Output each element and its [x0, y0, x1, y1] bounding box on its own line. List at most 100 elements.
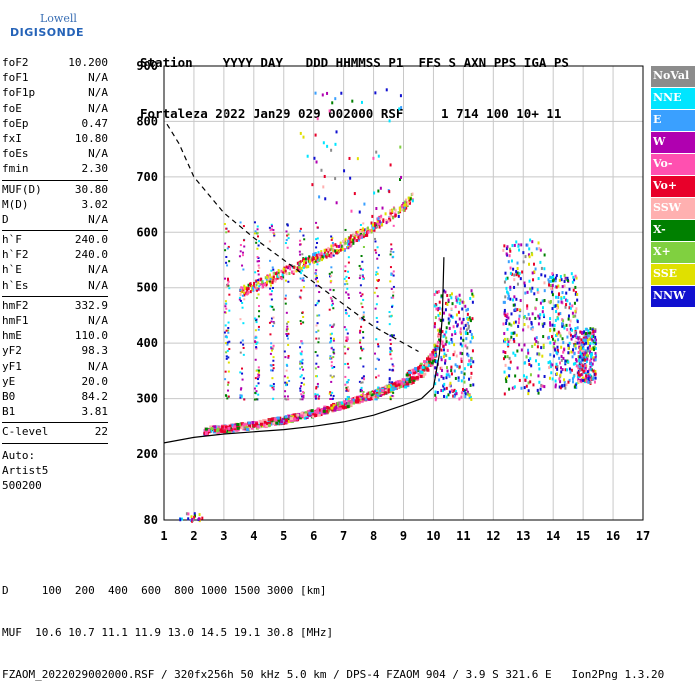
echo-point — [433, 304, 436, 308]
echo-point — [239, 388, 242, 391]
echo-point — [344, 309, 347, 312]
param-name: M(D) — [2, 197, 29, 211]
echo-point — [315, 324, 318, 327]
echo-point — [239, 396, 242, 399]
echo-point — [582, 378, 585, 382]
echo-point — [330, 361, 333, 364]
echo-point — [406, 202, 409, 206]
echo-point — [227, 331, 230, 334]
echo-point — [344, 228, 347, 231]
echo-point — [329, 374, 332, 377]
param-row: h`Es N/A — [2, 279, 108, 294]
echo-point — [584, 363, 587, 367]
echo-point — [346, 282, 349, 285]
x-tick-label: 7 — [340, 529, 347, 543]
echo-point — [442, 389, 445, 393]
echo-point — [261, 285, 264, 289]
echo-point — [502, 350, 505, 354]
echo-point — [571, 311, 574, 315]
echo-point — [302, 391, 305, 394]
echo-point — [468, 396, 471, 400]
echo-point — [299, 389, 302, 392]
echo-point — [257, 293, 260, 296]
echo-point — [270, 342, 273, 345]
echo-point — [390, 248, 393, 251]
echo-point — [410, 376, 414, 380]
echo-point — [269, 305, 272, 308]
echo-point — [389, 342, 392, 345]
echo-point — [358, 210, 361, 214]
echo-point — [528, 255, 531, 259]
echo-point — [587, 329, 590, 333]
echo-point — [589, 380, 592, 384]
echo-point — [316, 241, 319, 244]
echo-point — [448, 383, 451, 387]
echo-point — [526, 290, 529, 294]
echo-point — [403, 205, 406, 209]
echo-point — [311, 260, 314, 264]
echo-point — [589, 351, 592, 355]
echo-point — [531, 312, 534, 316]
echo-point — [523, 315, 526, 319]
echo-point — [374, 352, 377, 355]
echo-point — [568, 323, 571, 327]
echo-point — [518, 271, 521, 275]
echo-point — [343, 249, 346, 252]
echo-point — [396, 385, 400, 389]
echo-point — [224, 335, 227, 338]
echo-point — [438, 317, 441, 321]
echo-point — [361, 381, 364, 384]
echo-point — [316, 117, 319, 121]
echo-point — [389, 211, 392, 215]
echo-point — [579, 373, 582, 377]
echo-point — [512, 351, 515, 355]
echo-point — [367, 230, 370, 234]
param-value: 2.30 — [81, 162, 109, 176]
echo-point — [594, 347, 597, 351]
echo-point — [373, 390, 376, 393]
echo-point — [272, 383, 275, 386]
echo-point — [256, 341, 259, 344]
echo-point — [334, 177, 337, 181]
echo-point — [285, 328, 288, 331]
echo-point — [276, 274, 279, 278]
echo-point — [257, 244, 260, 247]
echo-point — [239, 292, 242, 296]
echo-point — [585, 338, 588, 342]
echo-point — [466, 312, 469, 316]
echo-point — [537, 374, 540, 378]
echo-point — [275, 421, 279, 425]
echo-point — [568, 378, 571, 382]
echo-point — [239, 351, 242, 354]
echo-point — [377, 391, 381, 395]
echo-point — [450, 365, 453, 369]
echo-point — [390, 287, 393, 290]
echo-point — [223, 223, 226, 226]
echo-point — [315, 284, 318, 287]
echo-point — [246, 289, 249, 293]
echo-point — [224, 370, 227, 373]
echo-point — [560, 366, 563, 370]
echo-point — [585, 359, 588, 363]
echo-point — [550, 276, 553, 280]
echo-point — [569, 333, 572, 337]
echo-point — [349, 234, 352, 238]
echo-point — [242, 251, 245, 254]
echo-point — [274, 272, 277, 276]
echo-point — [378, 387, 382, 391]
echo-point — [334, 249, 337, 253]
echo-point — [552, 273, 555, 277]
echo-point — [302, 265, 305, 269]
echo-point — [332, 243, 335, 247]
echo-point — [434, 348, 437, 352]
echo-point — [238, 296, 241, 299]
echo-point — [246, 292, 249, 296]
echo-point — [581, 358, 584, 362]
echo-point — [567, 351, 570, 355]
echo-point — [406, 382, 410, 386]
echo-point — [256, 287, 259, 291]
echo-point — [255, 422, 259, 426]
echo-point — [554, 383, 557, 387]
x-tick-label: 8 — [370, 529, 377, 543]
echo-point — [223, 430, 227, 434]
